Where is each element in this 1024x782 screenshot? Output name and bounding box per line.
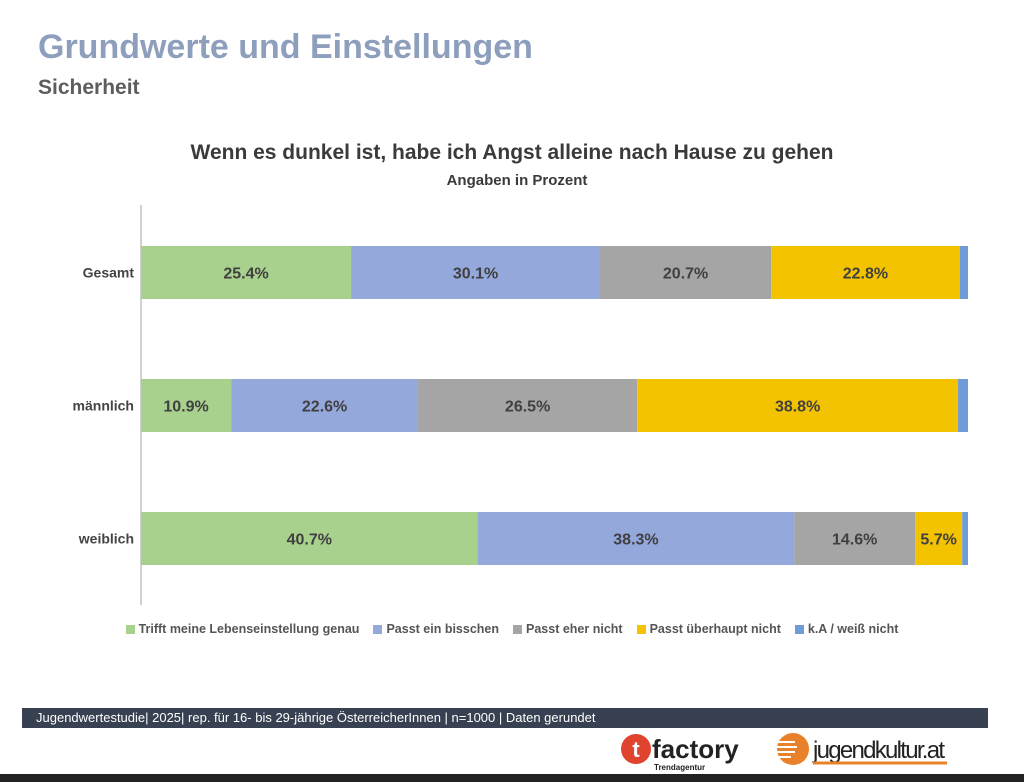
legend-label: Trifft meine Lebenseinstellung genau	[138, 622, 360, 636]
data-label: 30.1%	[453, 266, 498, 283]
data-label: 5.7%	[920, 532, 956, 549]
bar-segment	[141, 379, 232, 432]
legend-label: Passt eher nicht	[526, 622, 623, 636]
legend-swatch	[636, 624, 646, 634]
bar-segment	[771, 246, 960, 299]
chart-subtitle: Angaben in Prozent	[446, 172, 588, 189]
chart-legend: Trifft meine Lebenseinstellung genau Pass…	[0, 622, 1024, 636]
legend-item: Passt überhaupt nicht	[636, 622, 781, 636]
bar-segment	[141, 246, 352, 299]
data-label: 14.6%	[832, 532, 877, 549]
page-title: Grundwerte und Einstellungen	[38, 28, 533, 66]
svg-text:Trendagentur: Trendagentur	[654, 763, 705, 772]
data-label: 22.6%	[302, 399, 347, 416]
category-label: Gesamt	[83, 265, 135, 281]
chart-title: Wenn es dunkel ist, habe ich Angst allei…	[190, 141, 834, 164]
data-label: 10.9%	[163, 399, 208, 416]
data-label: 38.8%	[775, 399, 820, 416]
legend-item: Passt ein bisschen	[373, 622, 499, 636]
bar-segment	[794, 512, 916, 565]
footer-bar: Jugendwertestudie| 2025| rep. für 16- bi…	[22, 708, 988, 728]
bar-segment	[231, 379, 419, 432]
legend-item: k.A / weiß nicht	[794, 622, 899, 636]
svg-text:jugendkultur.at: jugendkultur.at	[812, 737, 945, 764]
page-subtitle: Sicherheit	[38, 76, 140, 99]
bar-segment	[599, 246, 772, 299]
data-label: 22.8%	[843, 266, 888, 283]
data-label: 40.7%	[287, 532, 332, 549]
category-label: männlich	[73, 398, 134, 414]
legend-item: Passt eher nicht	[513, 622, 623, 636]
bottom-edge	[0, 774, 1024, 782]
jugendkultur-logo: jugendkultur.at	[777, 733, 947, 765]
bar-segment	[477, 512, 795, 565]
bar-segment	[962, 512, 968, 565]
svg-text:t: t	[632, 737, 640, 762]
bar-segment	[915, 512, 963, 565]
legend-label: Passt ein bisschen	[386, 622, 500, 636]
data-label: 20.7%	[663, 266, 708, 283]
bar-segment	[418, 379, 638, 432]
svg-text:factory: factory	[652, 734, 739, 764]
tfactory-logo: t factory Trendagentur	[621, 734, 739, 772]
data-label: 26.5%	[505, 399, 550, 416]
bar-segment	[141, 512, 478, 565]
legend-swatch	[794, 624, 804, 634]
data-label: 38.3%	[613, 532, 658, 549]
legend-swatch	[125, 624, 135, 634]
legend-swatch	[513, 624, 523, 634]
legend-label: Passt überhaupt nicht	[649, 622, 781, 636]
bar-segment	[958, 379, 968, 432]
bar-segment	[637, 379, 959, 432]
category-label: weiblich	[78, 531, 134, 547]
data-label: 25.4%	[223, 266, 268, 283]
bar-segment	[959, 246, 968, 299]
legend-item: Trifft meine Lebenseinstellung genau	[125, 622, 360, 636]
bar-segment	[351, 246, 600, 299]
legend-label: k.A / weiß nicht	[807, 622, 899, 636]
legend-swatch	[373, 624, 383, 634]
